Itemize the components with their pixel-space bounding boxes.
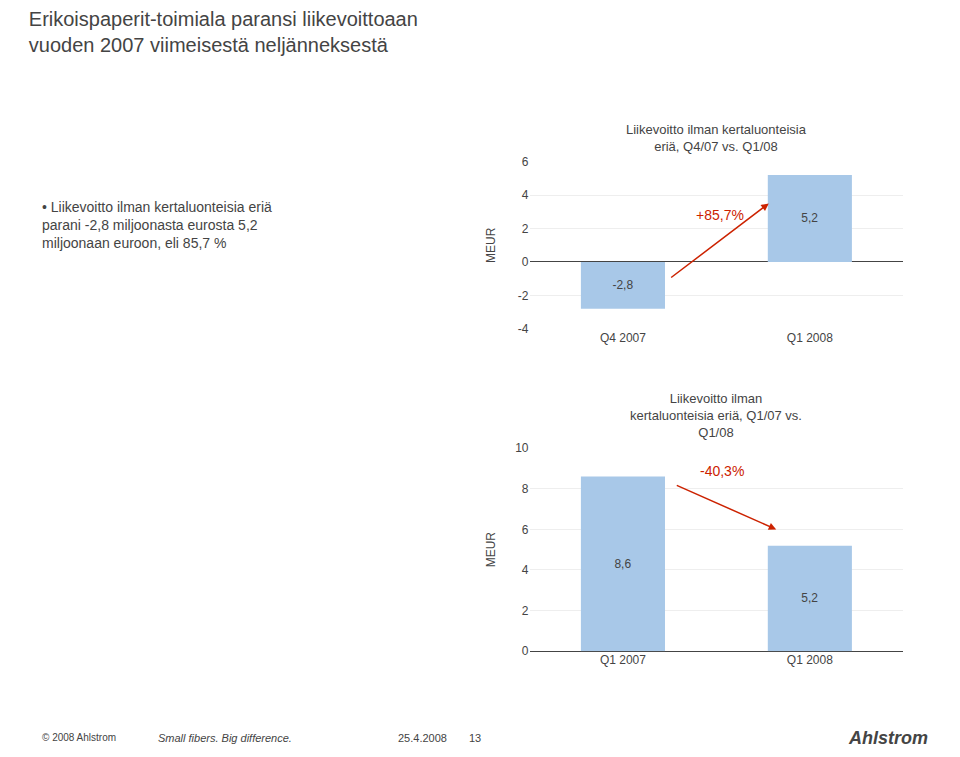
svg-text:2: 2 [522,222,529,236]
svg-text:Liikevoitto ilman kertaluontei: Liikevoitto ilman kertaluonteisiaeriä, Q… [626,122,807,154]
svg-text:• Liikevoitto ilman kertaluont: • Liikevoitto ilman kertaluonteisia eriä… [42,199,272,251]
svg-text:-2: -2 [518,289,529,303]
svg-text:8: 8 [522,482,529,496]
svg-text:Q4 2007: Q4 2007 [600,331,646,345]
svg-text:© 2008 Ahlstrom: © 2008 Ahlstrom [42,732,116,743]
svg-text:5,2: 5,2 [801,211,818,225]
svg-text:4: 4 [522,188,529,202]
svg-text:0: 0 [522,644,529,658]
svg-text:25.4.2008: 25.4.2008 [398,732,447,744]
svg-text:MEUR: MEUR [485,227,499,263]
svg-text:2: 2 [522,604,529,618]
svg-text:-40,3%: -40,3% [700,463,744,479]
svg-text:MEUR: MEUR [485,532,499,568]
svg-text:5,2: 5,2 [801,591,818,605]
svg-text:-4: -4 [518,322,529,336]
svg-text:13: 13 [469,732,481,744]
svg-text:-2,8: -2,8 [612,278,633,292]
svg-text:Q1 2008: Q1 2008 [787,331,833,345]
svg-text:6: 6 [522,523,529,537]
svg-text:0: 0 [522,255,529,269]
svg-text:Erikoispaperit-toimiala parans: Erikoispaperit-toimiala paransi liikevoi… [29,8,418,56]
svg-text:Small fibers. Big difference.: Small fibers. Big difference. [158,732,292,744]
svg-text:+85,7%: +85,7% [696,207,744,223]
svg-text:4: 4 [522,563,529,577]
svg-text:8,6: 8,6 [614,557,631,571]
svg-text:6: 6 [522,155,529,169]
svg-text:Ahlstrom: Ahlstrom [848,728,928,748]
svg-text:Liikevoitto ilmankertaluonteis: Liikevoitto ilmankertaluonteisia eriä, Q… [630,391,802,440]
svg-text:10: 10 [515,441,529,455]
svg-text:Q1 2007: Q1 2007 [600,653,646,667]
svg-text:Q1 2008: Q1 2008 [787,653,833,667]
